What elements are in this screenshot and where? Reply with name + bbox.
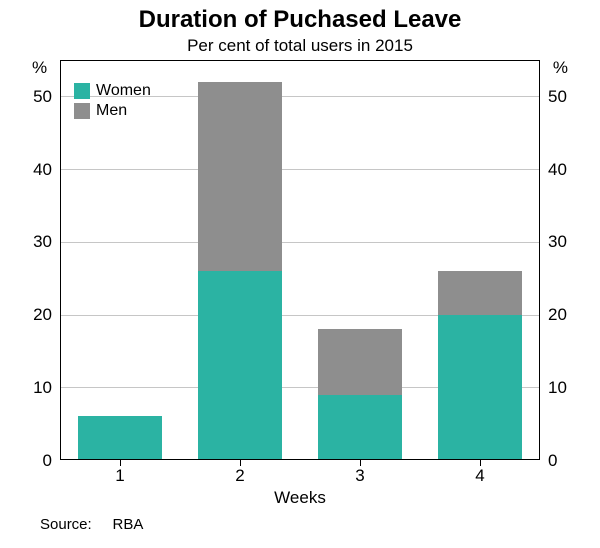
xtick-label: 1 [115,466,124,486]
ytick-right: 40 [548,160,567,180]
chart-container: { "chart": { "type": "stacked-bar", "tit… [0,0,600,548]
ytick-right: 10 [548,378,567,398]
ytick-right: 0 [548,451,557,471]
ytick-left: 0 [43,451,52,471]
legend-item: Women [74,82,151,100]
axis-border [539,60,540,460]
source-line: Source: RBA [40,516,143,533]
ytick-right: 30 [548,232,567,252]
legend-label: Men [96,102,127,120]
bar-segment-women [198,271,282,460]
x-axis-label: Weeks [0,488,600,508]
ytick-left: 40 [33,160,52,180]
axis-border [60,60,61,460]
xtick-label: 4 [475,466,484,486]
y-unit-left: % [32,58,47,78]
ytick-right: 20 [548,305,567,325]
bar-group [318,60,402,460]
bar-group [198,60,282,460]
ytick-left: 10 [33,378,52,398]
chart-title: Duration of Puchased Leave [0,6,600,34]
bar-segment-men [318,329,402,394]
bar-segment-women [318,395,402,460]
ytick-left: 20 [33,305,52,325]
legend-item: Men [74,102,151,120]
bar-segment-women [78,416,162,460]
ytick-left: 30 [33,232,52,252]
y-unit-right: % [553,58,568,78]
bar-segment-men [198,82,282,271]
xtick-label: 3 [355,466,364,486]
legend-label: Women [96,82,151,100]
legend: Women Men [74,82,151,122]
ytick-left: 50 [33,87,52,107]
source-label: Source: [40,516,92,533]
chart-subtitle: Per cent of total users in 2015 [0,36,600,56]
legend-swatch [74,83,90,99]
axis-border [60,60,540,61]
legend-swatch [74,103,90,119]
ytick-right: 50 [548,87,567,107]
axis-border [60,459,540,460]
source-value: RBA [113,516,144,533]
xtick-label: 2 [235,466,244,486]
bar-segment-women [438,315,522,460]
bar-group [438,60,522,460]
bar-segment-men [438,271,522,315]
